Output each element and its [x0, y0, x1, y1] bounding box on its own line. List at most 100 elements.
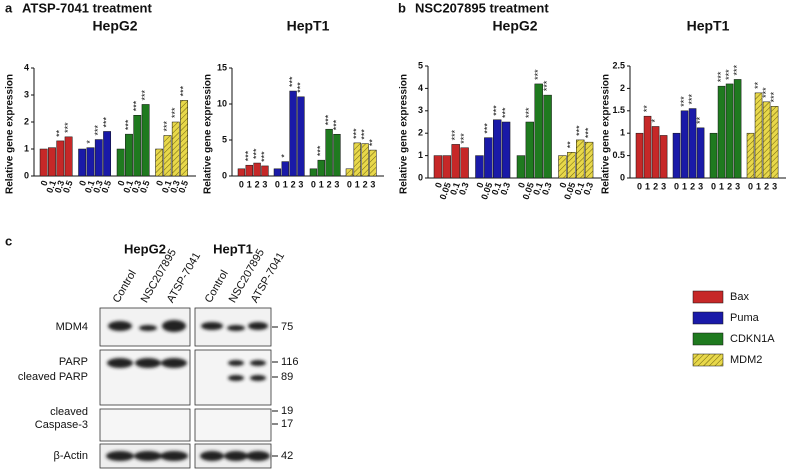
significance-label: *** [251, 148, 261, 159]
panel-letter: c [5, 233, 12, 248]
x-tick-label: 0.3 [168, 179, 182, 194]
x-tick-label: 3 [735, 181, 740, 191]
legend-label: CDKN1A [730, 333, 775, 345]
x-tick-label: 1 [756, 181, 761, 191]
x-tick-label: 0.1 [448, 181, 462, 196]
significance-label: *** [687, 94, 697, 105]
bar [317, 159, 325, 177]
x-tick-label: 3 [334, 179, 339, 189]
x-tick-label: 0.1 [531, 181, 545, 196]
x-tick-label: 0 [39, 179, 50, 187]
x-tick-label: 0.3 [91, 179, 105, 194]
bar [672, 132, 681, 179]
legend-label: MDM2 [730, 354, 762, 366]
y-tick-label: 15 [217, 62, 227, 72]
x-tick-label: 0.1 [160, 179, 174, 194]
significance-label: *** [352, 128, 362, 139]
significance-label: *** [162, 120, 172, 131]
significance-label: *** [583, 127, 593, 138]
bar [584, 141, 594, 179]
y-tick-label: 5 [222, 134, 227, 144]
x-tick-label: 0.3 [457, 181, 471, 196]
x-tick-label: 2 [764, 181, 769, 191]
significance-label: *** [140, 89, 150, 100]
x-tick-label: 0.3 [540, 181, 554, 196]
bar [534, 83, 543, 179]
x-tick-label: 3 [661, 181, 666, 191]
bar [525, 121, 535, 179]
x-tick-label: 2 [255, 179, 260, 189]
bar [64, 136, 73, 177]
size-marker: 17 [281, 418, 293, 430]
significance-label: *** [287, 76, 297, 87]
y-tick-label: 0 [24, 170, 29, 180]
legend-label: Bax [730, 291, 749, 303]
x-tick-label: 0.3 [582, 181, 596, 196]
bar [369, 149, 377, 177]
x-tick-label: 0.3 [53, 179, 67, 194]
x-tick-label: 0 [311, 179, 316, 189]
bar [86, 147, 95, 177]
x-tick-label: 1 [319, 179, 324, 189]
y-tick-label: 0 [620, 172, 625, 182]
bar [237, 168, 246, 177]
bar [733, 79, 742, 179]
significance-label: *** [524, 107, 534, 118]
x-tick-label: 0.1 [83, 179, 97, 194]
significance-label: *** [450, 129, 460, 140]
size-marker: 89 [281, 371, 293, 383]
bar [333, 133, 341, 177]
bar [94, 139, 103, 177]
row-label: MDM4 [56, 321, 88, 333]
significance-label: *** [500, 107, 510, 118]
significance-label: *** [575, 125, 585, 136]
x-tick-label: 0.5 [61, 179, 75, 194]
x-tick-label: 0.1 [490, 181, 504, 196]
x-tick-label: 2 [653, 181, 658, 191]
significance-label: ** [367, 139, 377, 147]
significance-label: *** [178, 85, 188, 96]
x-tick-label: 1 [719, 181, 724, 191]
significance-label: *** [295, 82, 305, 93]
legend-swatch [692, 353, 724, 367]
x-tick-label: 0.5 [100, 179, 114, 194]
x-tick-label: 1 [682, 181, 687, 191]
bar [180, 100, 189, 177]
y-axis-label: Relative gene expression [203, 74, 214, 194]
size-marker: 116 [281, 356, 299, 368]
x-tick-label: 1 [247, 179, 252, 189]
significance-label: *** [323, 114, 333, 125]
bar [460, 147, 469, 179]
row-label: PARP [59, 356, 88, 368]
bar [273, 168, 282, 177]
bar [141, 104, 150, 177]
x-tick-label: 0 [347, 179, 352, 189]
x-tick-label: 0 [474, 181, 485, 189]
row-label: Caspase-3 [35, 419, 88, 431]
bar [567, 151, 576, 179]
y-tick-label: 5 [418, 60, 423, 70]
size-marker: 19 [281, 405, 293, 417]
bar [651, 126, 660, 179]
bar [635, 132, 644, 179]
significance-label: *** [769, 91, 779, 102]
x-tick-label: 0.1 [44, 179, 58, 194]
y-tick-label: 1 [620, 128, 625, 138]
chart-title: HepT1 [687, 18, 730, 34]
x-tick-label: 0.3 [130, 179, 144, 194]
bar [345, 168, 354, 177]
x-tick-label: 0 [516, 181, 527, 189]
significance-label: *** [331, 119, 341, 130]
significance-label: *** [132, 100, 142, 111]
bar [484, 137, 493, 179]
bar [171, 121, 180, 177]
significance-label: *** [244, 150, 254, 161]
y-tick-label: 0.5 [612, 150, 625, 160]
x-tick-label: 0.5 [177, 179, 191, 194]
significance-label: *** [724, 69, 734, 80]
bar [155, 148, 164, 177]
y-axis-label: Relative gene expression [5, 74, 16, 194]
x-tick-label: 0 [239, 179, 244, 189]
x-tick-label: 0 [674, 181, 679, 191]
chart-title: HepT1 [287, 18, 330, 34]
